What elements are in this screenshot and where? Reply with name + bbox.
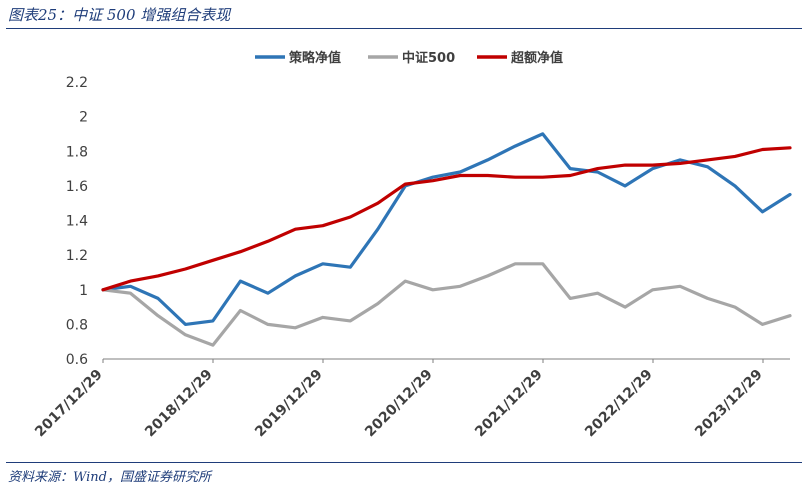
x-tick-label: 2018/12/29 xyxy=(142,367,216,441)
title-rule xyxy=(6,28,802,29)
y-tick-label: 1.6 xyxy=(66,179,88,195)
plot-area xyxy=(101,132,792,347)
x-tick-label: 2022/12/29 xyxy=(582,367,656,441)
x-axis: 2017/12/29 2018/12/29 2019/12/29 2020/12/29… xyxy=(32,358,790,441)
y-tick-label: 0.6 xyxy=(66,352,88,368)
x-tick-label: 2023/12/29 xyxy=(692,367,766,441)
footer-rule xyxy=(6,462,802,463)
y-tick-label: 1 xyxy=(79,283,88,299)
y-tick-label: 1.8 xyxy=(66,144,88,160)
y-tick-label: 2 xyxy=(79,110,88,126)
x-tick-label: 2019/12/29 xyxy=(252,367,326,441)
line-chart: 策略净值 中证500 超额净值 0.6 0.8 1 1.2 1.4 1.6 1.8 2 2.2 20… xyxy=(32,50,792,441)
x-tick-label: 2021/12/29 xyxy=(472,367,546,441)
series-line-3 xyxy=(101,146,792,292)
x-tick-label: 2020/12/29 xyxy=(362,367,436,441)
x-tick-label: 2017/12/29 xyxy=(32,367,106,441)
series-line-1 xyxy=(101,132,792,326)
y-tick-label: 2.2 xyxy=(66,75,88,91)
legend-label: 策略净值 xyxy=(289,50,341,66)
figure-title: 图表25：中证 500 增强组合表现 xyxy=(8,6,231,24)
y-tick-label: 0.8 xyxy=(66,317,88,333)
legend-label: 中证500 xyxy=(402,50,455,66)
legend-label: 超额净值 xyxy=(511,50,563,66)
series-line-2 xyxy=(101,262,792,347)
chart-legend: 策略净值 中证500 超额净值 xyxy=(255,50,563,66)
y-tick-label: 1.4 xyxy=(66,214,88,230)
source-note: 资料来源：Wind，国盛证券研究所 xyxy=(8,470,211,485)
y-axis: 0.6 0.8 1 1.2 1.4 1.6 1.8 2 2.2 xyxy=(66,75,88,368)
y-tick-label: 1.2 xyxy=(66,248,88,264)
